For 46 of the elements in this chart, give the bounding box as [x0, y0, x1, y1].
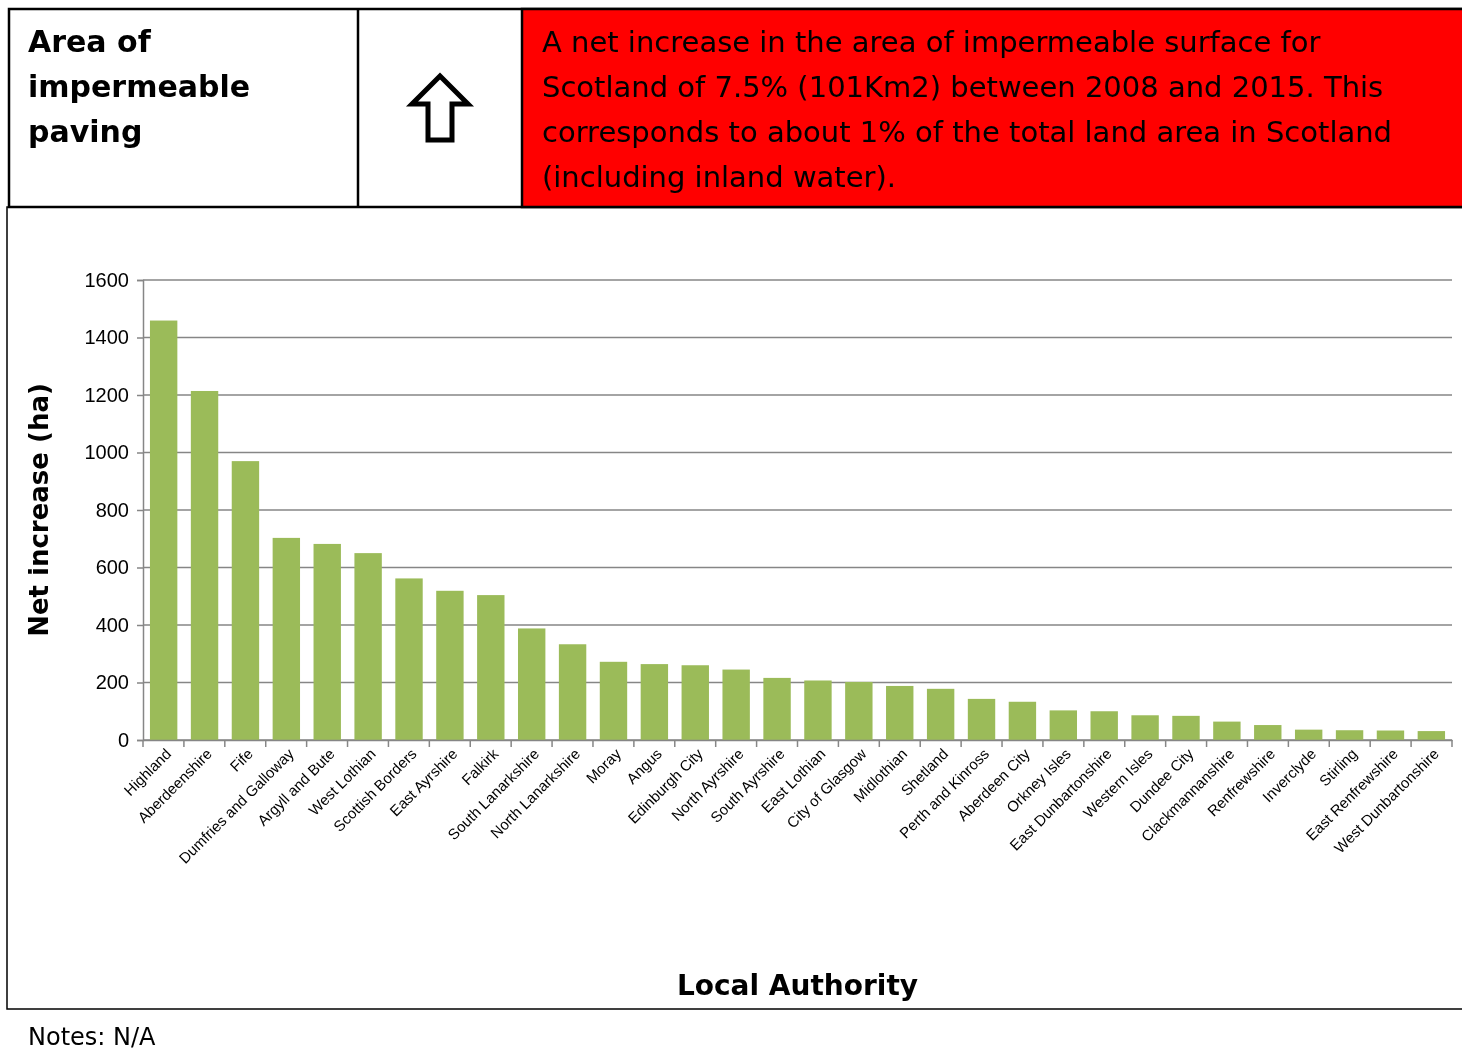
bar — [190, 390, 219, 740]
y-tick-label: 400 — [95, 613, 129, 636]
bar — [1213, 721, 1241, 740]
chart-subtitle: A net increase in the area of impermeable surface for Scotland of 7.5% (101Km2) between 2008 and 2015. This corresponds to about 1% of the total land area in Scotland (including inland water). — [542, 25, 1393, 194]
bar — [436, 590, 464, 740]
bar — [1008, 701, 1037, 740]
bar — [804, 680, 832, 740]
y-tick-label: 1200 — [84, 383, 129, 406]
bar — [1172, 715, 1200, 740]
y-axis-title: Net increase (ha) — [24, 383, 54, 637]
chart-title: Area of impermeable paving — [28, 24, 251, 149]
bar — [640, 664, 669, 740]
bar — [845, 681, 873, 740]
bar — [149, 320, 178, 740]
text: Notes: N/A — [28, 1023, 157, 1051]
y-tick-label: 600 — [95, 556, 129, 579]
y-tick-label: 1400 — [84, 326, 129, 349]
bar — [558, 644, 587, 740]
bar — [313, 543, 341, 740]
bar — [1090, 711, 1118, 740]
bar — [1335, 730, 1364, 740]
x-axis-title: Local Authority — [676, 969, 919, 1002]
bar — [1417, 731, 1446, 740]
bar — [722, 669, 750, 740]
bar — [1049, 710, 1078, 740]
y-tick-label: 1600 — [84, 268, 129, 291]
bar — [1131, 715, 1159, 740]
bar — [477, 595, 505, 740]
y-tick-label: 1000 — [84, 441, 129, 464]
y-tick-label: 800 — [95, 498, 129, 521]
bar — [763, 677, 791, 740]
bar — [395, 578, 423, 740]
bar — [354, 553, 382, 740]
bar — [926, 688, 955, 740]
bar — [886, 685, 914, 740]
bar — [272, 537, 301, 740]
y-tick-label: 200 — [95, 671, 129, 694]
bar — [967, 698, 996, 740]
bar — [1254, 725, 1282, 740]
bar — [231, 461, 260, 740]
bar — [681, 665, 709, 740]
bar — [1294, 729, 1323, 740]
bar — [599, 661, 628, 740]
y-tick-label: 0 — [117, 728, 129, 751]
bar — [1376, 730, 1405, 740]
bar — [517, 628, 546, 740]
